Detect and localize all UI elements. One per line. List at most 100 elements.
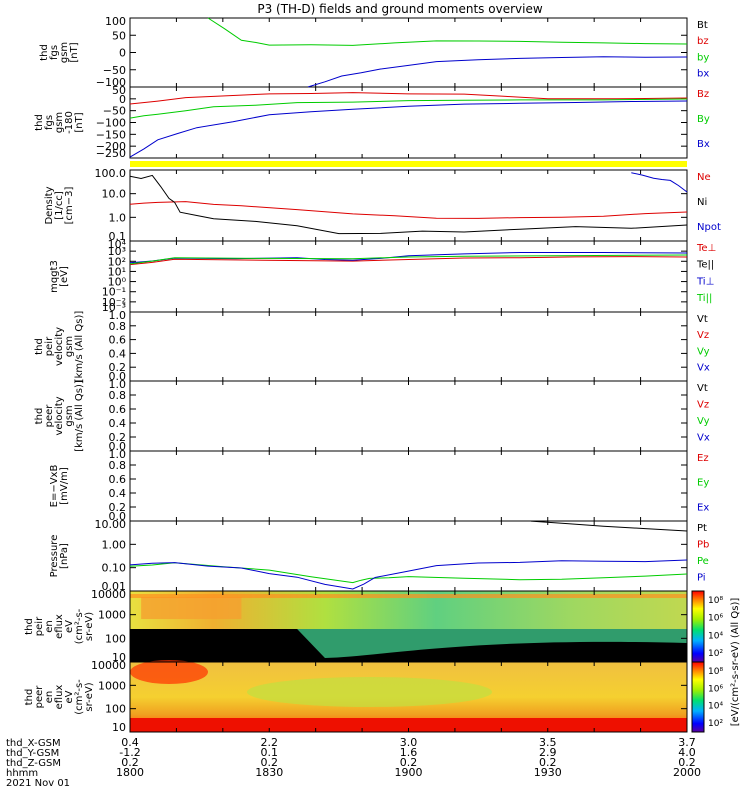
- y-tick-label: 0.8: [109, 320, 127, 333]
- peer-red-blob: [130, 660, 208, 684]
- x-axis-value: 3.7: [678, 736, 696, 749]
- x-axis-value: 0.2: [539, 756, 557, 769]
- y-axis-label: en: [44, 620, 55, 633]
- y-tick-label: 0.0: [109, 440, 127, 453]
- y-tick-label: 100: [105, 703, 126, 716]
- colorbar-tick-label: 10²: [708, 649, 723, 659]
- y-tick-label: 0.6: [109, 473, 127, 486]
- y-tick-label: 10: [112, 721, 126, 734]
- y-tick-label: 0.4: [109, 417, 127, 430]
- x-axis-value: 3.5: [539, 736, 557, 749]
- y-tick-label: 1.0: [109, 309, 127, 322]
- y-tick-label: 1.0: [109, 448, 127, 461]
- series-Te-perp: [129, 256, 688, 266]
- panel-frame: [129, 520, 688, 592]
- peir-hot-region: [141, 597, 242, 619]
- y-tick-label: 0.8: [109, 389, 127, 402]
- y-tick-label: 1.0: [109, 211, 127, 224]
- y-axis-label: thd: [34, 114, 45, 131]
- legend-entry: Ez: [697, 453, 709, 464]
- y-axis-label: gsm: [64, 405, 75, 426]
- y-tick-label: 10³: [108, 245, 126, 258]
- x-axis-value: 0.2: [400, 756, 418, 769]
- legend-entry: Vt: [697, 383, 708, 394]
- y-axis-label: thd: [24, 689, 35, 706]
- y-tick-label: 0.4: [109, 487, 127, 500]
- y-tick-label: 10⁰: [108, 276, 127, 289]
- y-axis-label: E=−VxB: [49, 465, 60, 508]
- y-tick-label: −100: [96, 76, 126, 89]
- y-axis-label: peir: [34, 616, 45, 636]
- y-axis-label: mqgt3: [49, 260, 60, 293]
- y-axis-label: en: [44, 691, 55, 704]
- legend-entry: Vz: [697, 399, 709, 410]
- x-axis-value: 1930: [534, 766, 562, 779]
- y-axis-label: -180: [64, 111, 75, 134]
- y-tick-label: 0: [119, 47, 126, 60]
- x-axis-row-label: hhmm: [6, 768, 38, 779]
- y-tick-label: 0.8: [109, 459, 127, 472]
- x-axis-value: 2.2: [261, 736, 279, 749]
- panel-peer_vel: 1.00.80.60.40.20.0 thd peer velocity gsm [km/…: [34, 378, 710, 453]
- y-tick-label: −200: [96, 140, 126, 153]
- legend-entry: Vt: [697, 314, 708, 325]
- legend-entry: Ti⊥: [696, 276, 714, 287]
- y-axis-label: fgs: [44, 115, 55, 130]
- panel-peer_spec: 10000 1000 100 10 thd peer en eflux eV (cm²-s-sr-…: [24, 659, 723, 734]
- y-tick-label: 0.2: [109, 431, 127, 444]
- panel-efield: 1.00.80.60.40.20.0 E=−VxB [mV/m] Ez Ey Ex: [49, 448, 709, 523]
- legend-entry: Ti||: [696, 293, 712, 304]
- series-Ne: [129, 201, 688, 219]
- panel-frame: [129, 17, 688, 88]
- legend-entry: Te||: [696, 260, 714, 271]
- y-axis-label: velocity: [54, 396, 65, 435]
- legend-entry: Npot: [697, 222, 721, 233]
- legend-entry: Bz: [697, 89, 709, 100]
- peer-green-blob: [246, 677, 493, 707]
- y-tick-label: 10000: [91, 659, 126, 672]
- x-axis-value: 0.2: [678, 756, 696, 769]
- y-tick-label: 0.2: [109, 361, 127, 374]
- y-axis-label: fgs: [49, 45, 60, 60]
- y-tick-label: 0.4: [109, 347, 127, 360]
- x-axis-value: 2.9: [539, 746, 557, 759]
- y-tick-label: 50: [112, 84, 126, 97]
- y-tick-label: 10²: [108, 255, 126, 268]
- x-axis-row-label: thd_Y-GSM: [6, 748, 59, 759]
- x-axis-row-label: thd_X-GSM: [6, 738, 61, 749]
- x-axis-value: 1800: [116, 766, 144, 779]
- plot-title: P3 (TH-D) fields and ground moments over…: [257, 2, 542, 16]
- series-by: [207, 17, 688, 46]
- x-axis-value: 0.1: [261, 746, 279, 759]
- colorbar-tick-label: 10²: [708, 719, 723, 729]
- legend-entry: Ne: [697, 172, 711, 183]
- series-Bx: [129, 100, 688, 158]
- y-axis-label: [1/cc]: [54, 191, 65, 220]
- legend-entry: Pi: [697, 572, 706, 583]
- x-axis-value: 3.0: [400, 736, 418, 749]
- y-axis-label: (cm²-s-: [74, 679, 85, 715]
- y-tick-label: 50: [112, 29, 126, 42]
- y-tick-label: 10.00: [95, 518, 127, 531]
- y-axis-label: [eV]: [59, 266, 70, 287]
- x-axis-value: 2000: [673, 766, 701, 779]
- y-tick-label: 0.2: [109, 501, 127, 514]
- curves: [129, 17, 688, 590]
- y-tick-label: −250: [96, 147, 126, 160]
- colorbar-tick-label: 10⁴: [708, 702, 723, 712]
- panel-frame: [129, 169, 688, 242]
- y-axis-label: gsm: [59, 42, 70, 63]
- x-axis-value: -1.2: [119, 746, 140, 759]
- y-axis-label: peer: [44, 404, 55, 428]
- y-axis-label: sr-eV): [84, 682, 95, 711]
- colorbar-tick-label: 10⁸: [708, 667, 723, 677]
- panel-density: 100.0 10.0 1.0 0.1 Density [1/cc] [cm−3] Ne Ni Np…: [44, 167, 721, 243]
- panel-pressure: 10.00 1.00 0.10 0.01 Pressure [nPa] Pt Pb Pe Pi: [49, 518, 709, 593]
- series-Pt: [530, 520, 688, 532]
- colorbar: [691, 590, 705, 663]
- y-axis-label: [nPa]: [59, 543, 70, 569]
- series-By: [129, 98, 688, 119]
- y-tick-label: 100: [105, 15, 126, 28]
- y-tick-label: 10: [112, 651, 126, 664]
